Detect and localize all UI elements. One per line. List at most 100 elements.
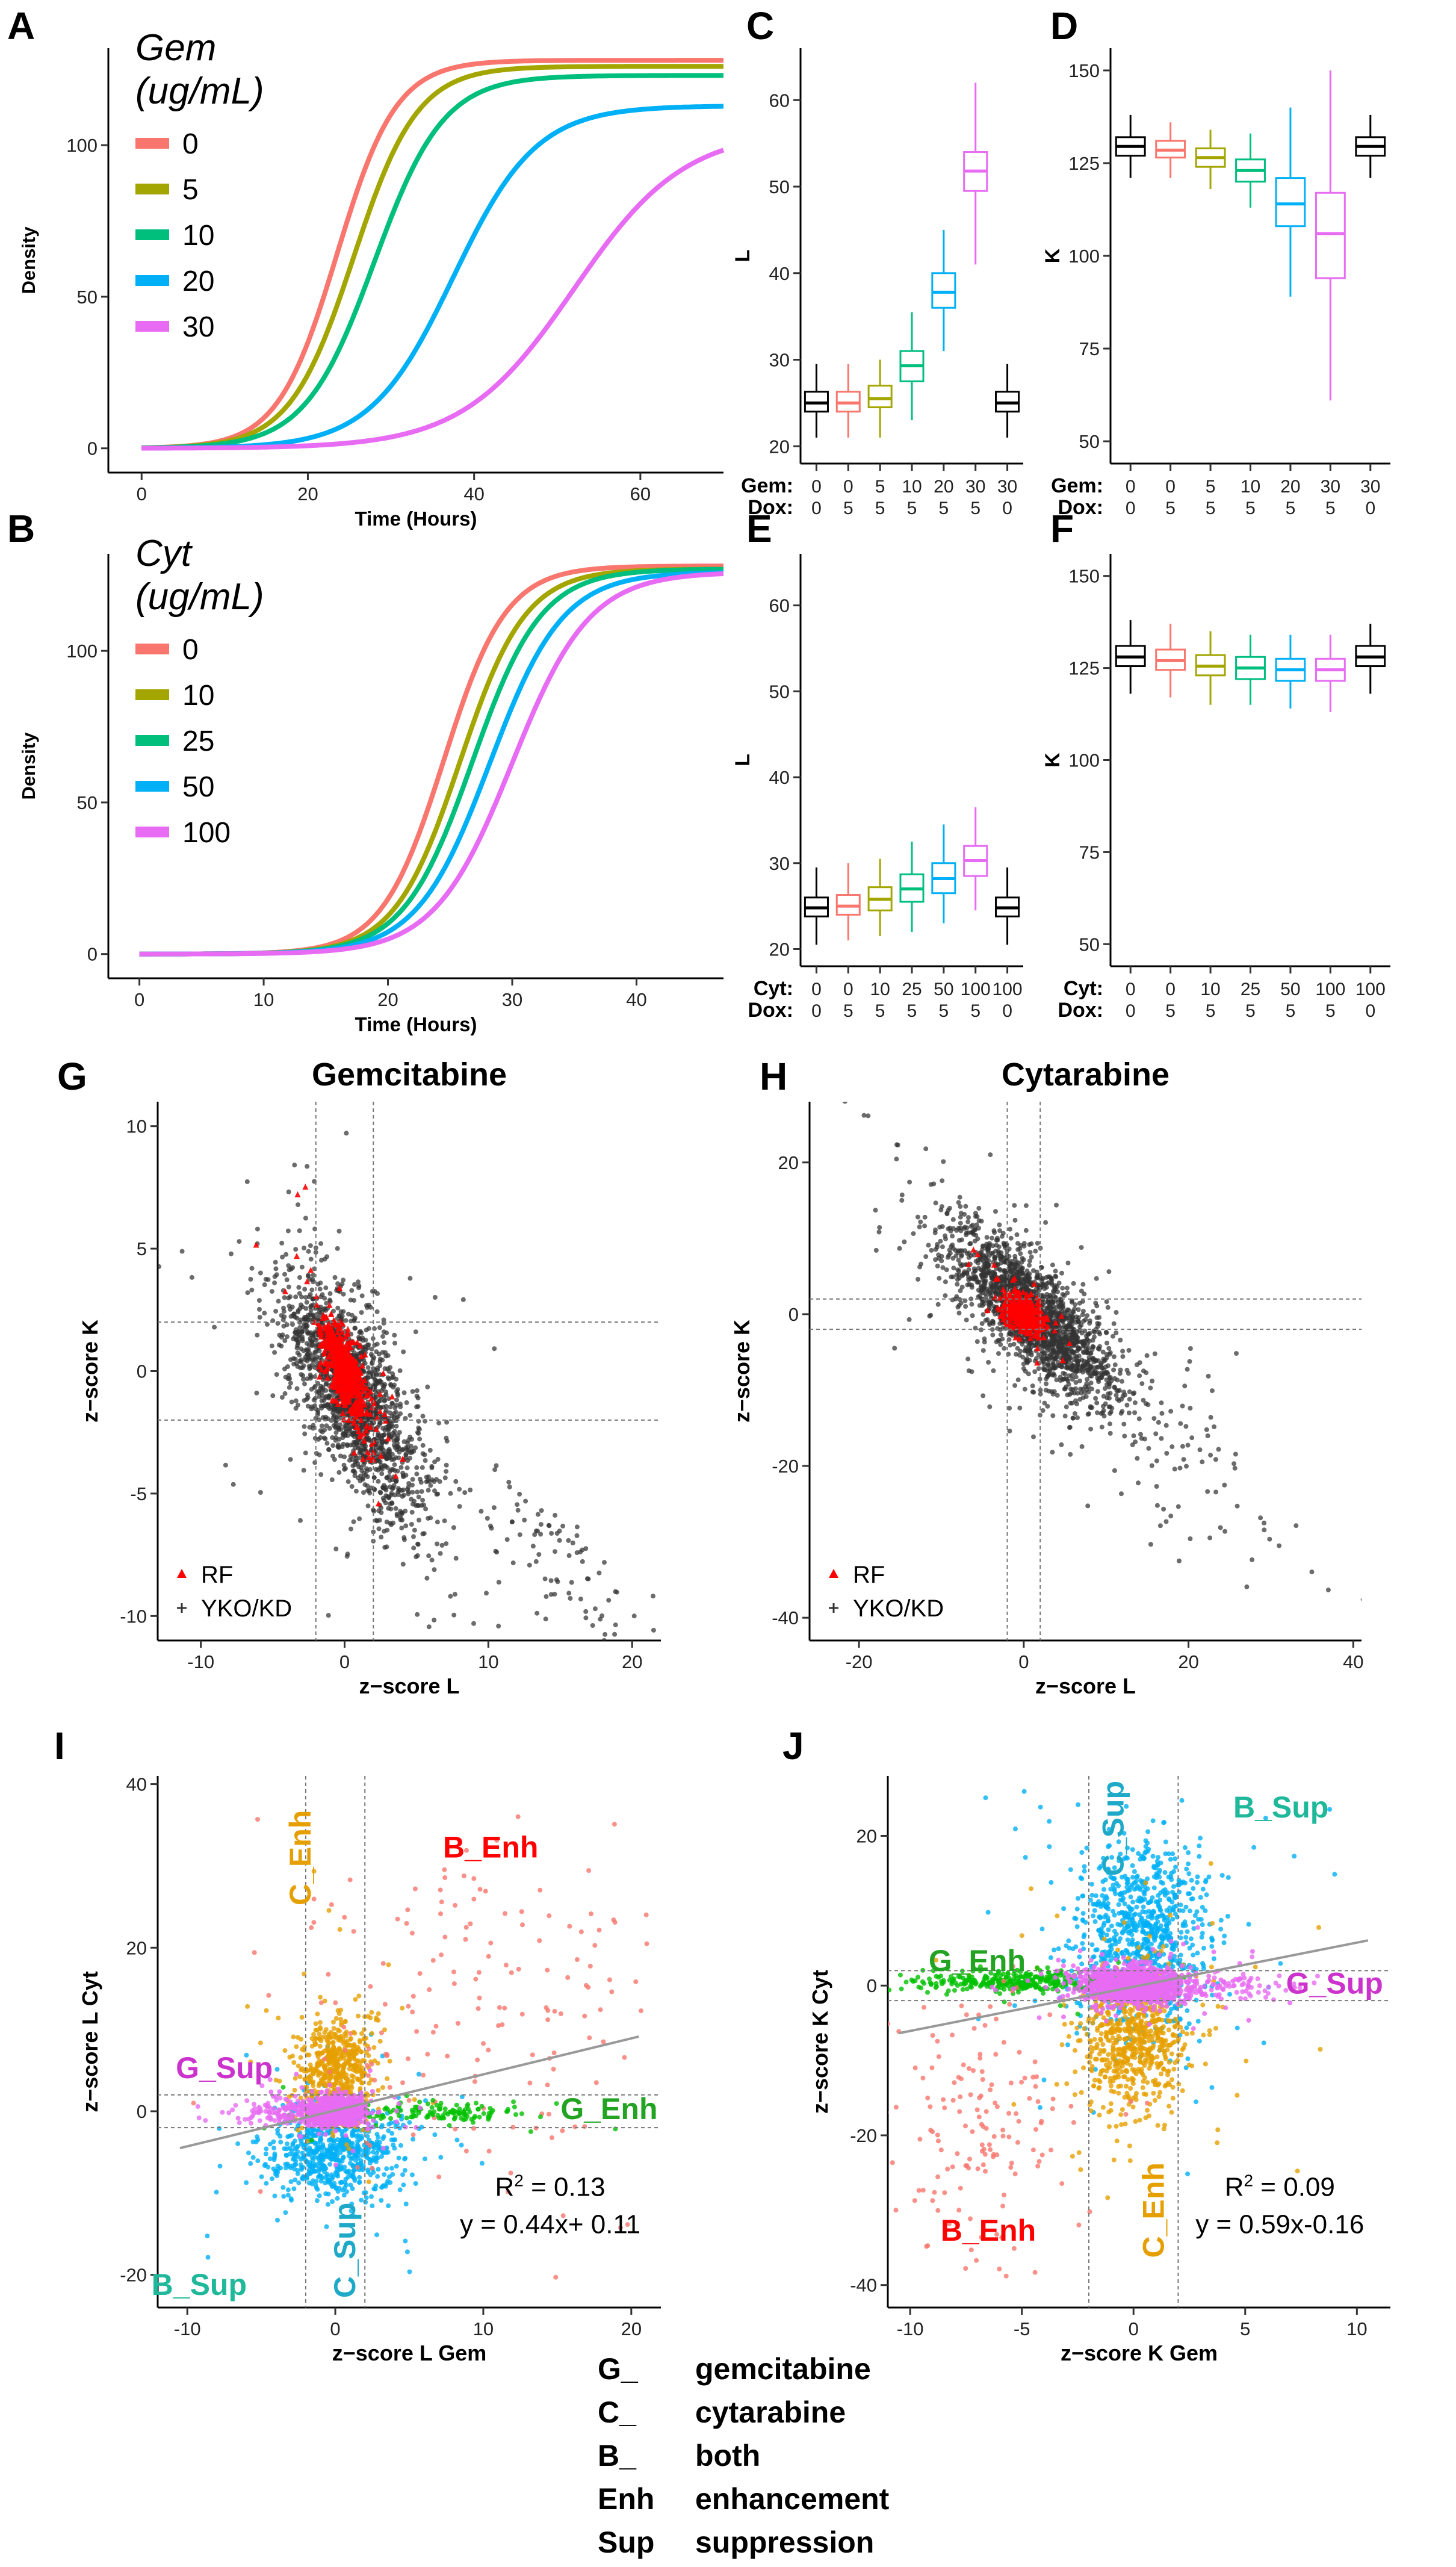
x-row-label: Dox: — [748, 999, 793, 1022]
data-point — [926, 1243, 931, 1248]
data-point — [377, 1408, 383, 1414]
data-point — [1024, 1358, 1030, 1364]
data-point — [312, 1338, 318, 1343]
data-point — [1107, 1411, 1112, 1416]
data-point — [410, 1489, 415, 1495]
data-point — [389, 1393, 395, 1400]
data-point — [980, 1243, 986, 1249]
data-point — [1048, 1340, 1053, 1345]
data-point — [954, 1294, 959, 1299]
data-point — [1088, 1405, 1093, 1411]
data-point — [944, 1267, 949, 1273]
data-point — [566, 1553, 572, 1558]
data-point — [415, 1430, 420, 1435]
legend-title: Cyt — [135, 533, 193, 574]
data-point — [1083, 1317, 1088, 1322]
data-point — [432, 1618, 437, 1623]
data-point — [356, 1388, 362, 1395]
data-point — [983, 1318, 988, 1323]
data-point — [1177, 1558, 1182, 1563]
data-point — [1101, 1414, 1107, 1419]
data-point — [1126, 1371, 1131, 1376]
data-point — [379, 1535, 384, 1540]
data-point — [434, 1477, 439, 1482]
data-point — [1014, 1232, 1020, 1237]
data-point — [1136, 1480, 1141, 1486]
data-point — [286, 1189, 291, 1194]
data-point — [396, 1455, 401, 1460]
data-point — [1078, 1386, 1083, 1392]
data-point — [988, 1152, 993, 1158]
x-row-label: Dox: — [748, 496, 793, 519]
data-point — [374, 1518, 380, 1524]
data-point — [376, 1445, 382, 1450]
data-point — [954, 1272, 959, 1277]
data-point — [1156, 1420, 1161, 1425]
data-point — [1183, 1424, 1189, 1429]
data-point — [957, 1194, 962, 1200]
data-point — [361, 1401, 368, 1408]
data-point — [613, 1622, 618, 1628]
data-point — [950, 1242, 955, 1247]
legend-marker — [177, 1569, 187, 1578]
data-point — [1027, 1250, 1033, 1255]
data-point — [372, 1326, 377, 1331]
data-point — [274, 1372, 279, 1377]
data-point — [308, 1243, 313, 1249]
data-point — [364, 1435, 369, 1441]
data-point — [1038, 1265, 1044, 1270]
data-point — [1172, 1467, 1177, 1472]
data-point — [491, 1505, 497, 1510]
data-point — [1034, 1359, 1041, 1366]
data-point — [973, 1268, 978, 1273]
data-point — [377, 1391, 383, 1397]
data-point — [350, 1457, 355, 1462]
data-point — [363, 1410, 370, 1417]
data-point — [1027, 1271, 1032, 1276]
data-point — [387, 1424, 392, 1429]
data-point — [1094, 1315, 1100, 1320]
data-point — [417, 1477, 423, 1482]
data-point — [1086, 1370, 1091, 1376]
data-point — [338, 1392, 344, 1399]
data-point — [1095, 1365, 1100, 1370]
data-point — [326, 1335, 333, 1342]
data-point — [1094, 1276, 1099, 1281]
data-point — [1055, 1304, 1060, 1309]
data-point — [322, 1296, 327, 1301]
data-point — [336, 1470, 342, 1475]
data-point — [1012, 1383, 1018, 1388]
data-point — [332, 1275, 338, 1280]
data-point — [332, 1359, 339, 1365]
x-tick-label: 5 — [970, 498, 980, 518]
data-point — [353, 1326, 358, 1331]
data-point — [976, 1265, 981, 1271]
data-point — [296, 1202, 300, 1208]
data-point — [361, 1476, 366, 1481]
data-point — [1188, 1346, 1193, 1351]
data-point — [344, 1331, 350, 1338]
data-point — [189, 1274, 194, 1280]
data-point — [603, 1631, 608, 1637]
data-point — [378, 1490, 383, 1495]
x-tick-label: 10 — [1241, 477, 1260, 497]
data-point — [380, 1495, 386, 1501]
data-point — [297, 1352, 302, 1358]
data-point — [586, 1576, 591, 1581]
data-point — [1007, 1406, 1012, 1411]
data-point — [971, 1252, 977, 1258]
data-point — [321, 1435, 327, 1441]
data-point — [375, 1291, 380, 1296]
data-point — [335, 1400, 341, 1407]
data-point — [343, 1426, 349, 1431]
x-tick-label: 100 — [961, 979, 991, 999]
x-tick-label: 5 — [1245, 498, 1256, 518]
data-point — [302, 1431, 308, 1436]
data-point — [1031, 1389, 1036, 1395]
data-point — [1095, 1410, 1100, 1415]
data-point — [979, 1296, 984, 1302]
data-point — [367, 1406, 372, 1412]
x-axis-title: Time (Hours) — [355, 508, 477, 530]
data-point — [1072, 1411, 1077, 1416]
data-point — [1048, 1312, 1053, 1318]
